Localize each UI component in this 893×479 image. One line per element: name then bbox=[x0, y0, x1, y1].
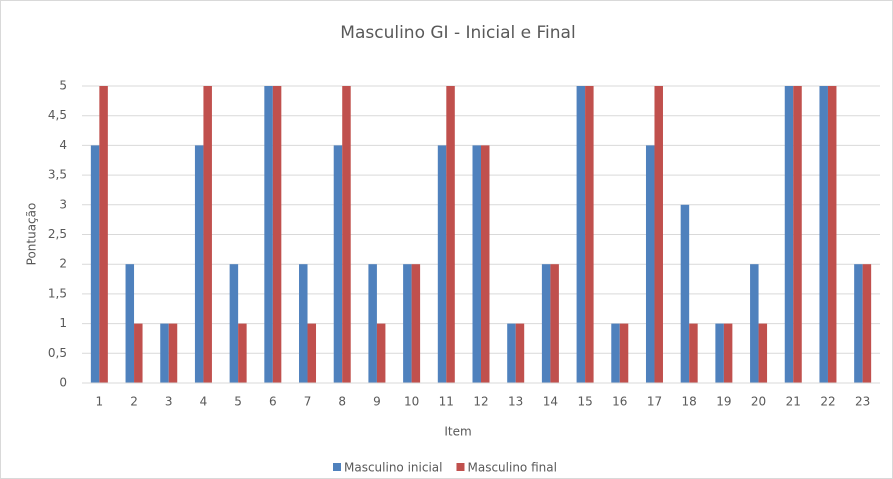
x-tick-label: 15 bbox=[577, 395, 592, 409]
x-axis-label: Item bbox=[444, 425, 471, 439]
x-tick-label: 11 bbox=[439, 395, 454, 409]
bar bbox=[689, 323, 698, 383]
x-tick-label: 9 bbox=[373, 395, 381, 409]
bar bbox=[90, 145, 100, 383]
bar bbox=[758, 323, 768, 383]
bar bbox=[403, 264, 412, 383]
bar bbox=[515, 323, 525, 383]
x-tick-label: 3 bbox=[165, 395, 173, 409]
legend-swatch bbox=[333, 463, 341, 471]
y-tick-label: 1,5 bbox=[48, 286, 67, 300]
x-tick-label: 10 bbox=[404, 395, 419, 409]
bar bbox=[446, 86, 455, 383]
bar bbox=[160, 323, 169, 383]
y-tick-label: 2 bbox=[59, 257, 67, 271]
bar bbox=[411, 264, 421, 383]
y-tick-label: 1 bbox=[59, 316, 67, 330]
y-axis-label: Pontuação bbox=[25, 203, 39, 266]
x-tick-label: 1 bbox=[96, 395, 104, 409]
bar bbox=[272, 86, 282, 383]
bar bbox=[472, 145, 481, 383]
x-tick-label: 20 bbox=[751, 395, 766, 409]
y-tick-label: 2,5 bbox=[48, 227, 67, 241]
bar bbox=[238, 323, 247, 383]
bar bbox=[715, 323, 724, 383]
bar bbox=[541, 264, 551, 383]
bar bbox=[203, 86, 212, 383]
legend-label: Masculino final bbox=[467, 461, 556, 475]
bar bbox=[619, 323, 629, 383]
bar bbox=[481, 145, 490, 383]
bar bbox=[368, 264, 377, 383]
bar bbox=[437, 145, 447, 383]
bar bbox=[168, 323, 178, 383]
bar bbox=[507, 323, 516, 383]
x-tick-label: 16 bbox=[612, 395, 627, 409]
y-tick-label: 3,5 bbox=[48, 168, 67, 182]
bar bbox=[680, 204, 690, 383]
bar bbox=[99, 86, 108, 383]
bar bbox=[134, 323, 143, 383]
bar bbox=[307, 323, 317, 383]
bar bbox=[784, 86, 794, 383]
x-tick-label: 19 bbox=[716, 395, 731, 409]
bar bbox=[827, 86, 837, 383]
bar bbox=[585, 86, 594, 383]
y-tick-label: 0 bbox=[59, 376, 67, 390]
x-tick-label: 5 bbox=[234, 395, 242, 409]
bar bbox=[819, 86, 828, 383]
y-tick-label: 4 bbox=[59, 138, 67, 152]
legend-label: Masculino inicial bbox=[344, 461, 442, 475]
x-tick-label: 23 bbox=[855, 395, 870, 409]
x-tick-label: 7 bbox=[304, 395, 312, 409]
bar bbox=[194, 145, 204, 383]
x-tick-label: 2 bbox=[130, 395, 138, 409]
bar bbox=[750, 264, 759, 383]
x-tick-label: 12 bbox=[473, 395, 488, 409]
y-tick-label: 0,5 bbox=[48, 346, 67, 360]
x-tick-label: 21 bbox=[786, 395, 801, 409]
x-tick-label: 4 bbox=[200, 395, 208, 409]
y-tick-label: 4,5 bbox=[48, 108, 67, 122]
y-tick-label: 5 bbox=[59, 79, 67, 93]
bar bbox=[550, 264, 559, 383]
bar bbox=[793, 86, 802, 383]
bar bbox=[654, 86, 663, 383]
x-tick-label: 6 bbox=[269, 395, 277, 409]
bar bbox=[299, 264, 308, 383]
bar bbox=[376, 323, 386, 383]
bar bbox=[576, 86, 586, 383]
bar bbox=[723, 323, 733, 383]
bar bbox=[264, 86, 273, 383]
bar bbox=[862, 264, 872, 383]
x-tick-label: 8 bbox=[338, 395, 346, 409]
bar bbox=[854, 264, 863, 383]
bar bbox=[229, 264, 239, 383]
legend-swatch bbox=[456, 463, 465, 471]
bar bbox=[611, 323, 620, 383]
y-tick-label: 3 bbox=[59, 197, 67, 211]
chart-title: Masculino GI - Inicial e Final bbox=[340, 23, 575, 43]
x-tick-label: 13 bbox=[508, 395, 523, 409]
x-tick-label: 18 bbox=[682, 395, 697, 409]
x-tick-label: 14 bbox=[543, 395, 558, 409]
bar bbox=[125, 264, 135, 383]
x-tick-label: 17 bbox=[647, 395, 662, 409]
bar bbox=[333, 145, 343, 383]
bar bbox=[342, 86, 351, 383]
bar bbox=[645, 145, 655, 383]
x-tick-label: 22 bbox=[820, 395, 835, 409]
